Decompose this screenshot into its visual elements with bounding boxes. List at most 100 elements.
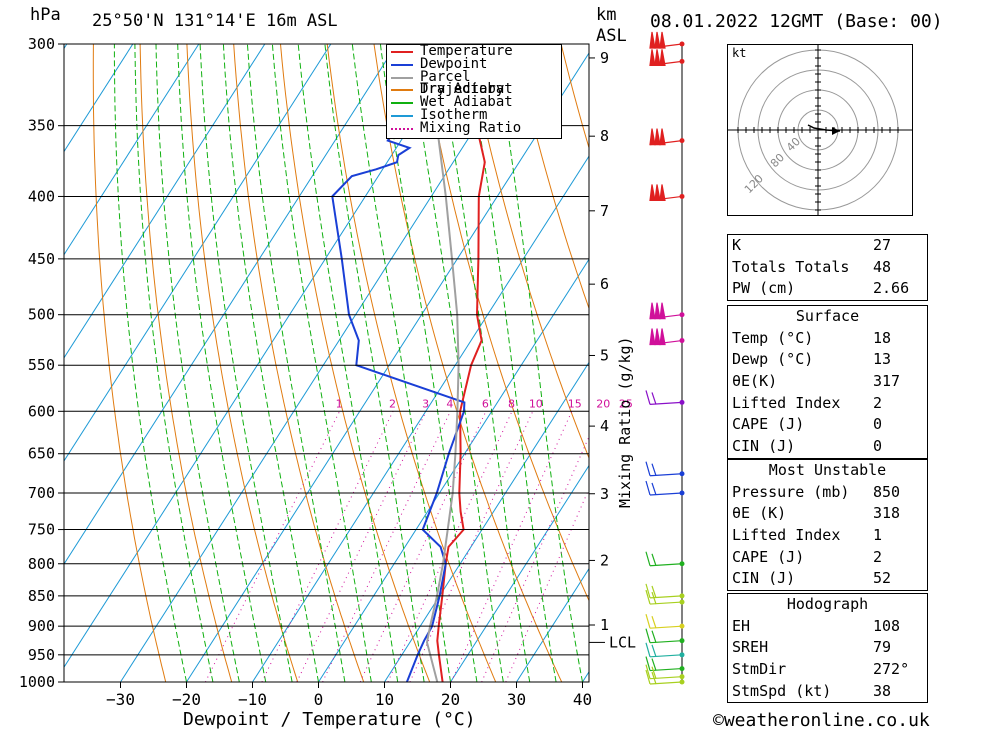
legend-item: Mixing Ratio bbox=[387, 121, 561, 135]
wind-barb bbox=[645, 664, 683, 680]
km-tick-label: 5 bbox=[600, 346, 609, 364]
location-title: 25°50'N 131°14'E 16m ASL bbox=[92, 11, 338, 31]
mixing-ratio-line bbox=[296, 411, 427, 682]
wind-barb-flag bbox=[654, 128, 661, 146]
pressure-tick-label: 500 bbox=[28, 306, 55, 324]
table-row: Lifted Index 1 bbox=[732, 526, 883, 545]
pressure-tick-label: 400 bbox=[28, 187, 55, 205]
plot-frame bbox=[63, 43, 590, 683]
wet-adiabat-line bbox=[437, 44, 531, 682]
km-tick-label: 8 bbox=[600, 127, 609, 145]
legend-swatch bbox=[391, 63, 413, 66]
dry-adiabat-line bbox=[513, 44, 589, 310]
wind-barb bbox=[649, 49, 683, 66]
legend-swatch bbox=[391, 102, 413, 105]
wind-barb-shaft bbox=[649, 601, 683, 605]
legend-item: Temperature bbox=[387, 43, 561, 59]
mixing-ratio-label: 10 bbox=[529, 397, 543, 410]
wet-adiabat-line bbox=[271, 44, 372, 682]
wind-barb-shaft bbox=[649, 640, 683, 644]
wet-adiabat-line bbox=[199, 44, 293, 682]
pressure-unit-label: hPa bbox=[30, 5, 61, 25]
dry-adiabat-line bbox=[420, 44, 589, 602]
wind-barb-shaft bbox=[649, 681, 683, 685]
mixing-ratio-label: 20 bbox=[596, 397, 610, 410]
wind-barb-shaft bbox=[649, 676, 683, 680]
mixing-ratio-label: 4 bbox=[446, 397, 453, 410]
legend-label: Wet Adiabat bbox=[420, 94, 513, 111]
wind-barb bbox=[645, 390, 683, 405]
wind-barb-feather bbox=[645, 642, 651, 657]
hodograph-unit-label: kt bbox=[732, 46, 747, 60]
isotherm-line bbox=[64, 44, 200, 256]
isotherm-line bbox=[120, 44, 530, 682]
pressure-tick-label: 300 bbox=[28, 35, 55, 53]
table-row: CIN (J) 52 bbox=[732, 569, 892, 588]
isotherm-line bbox=[186, 52, 589, 682]
copyright-link[interactable]: ©weatheronline.co.uk bbox=[713, 710, 930, 731]
legend-label: Dry Adiabat bbox=[420, 81, 513, 98]
wind-barb-flag bbox=[654, 49, 661, 66]
wind-barb-flag bbox=[649, 184, 656, 202]
hodograph-arrow bbox=[832, 127, 840, 135]
legend-swatch bbox=[391, 89, 413, 92]
legend-item: Dry Adiabat bbox=[387, 81, 561, 98]
dry-adiabat-line bbox=[139, 44, 233, 682]
wind-barb bbox=[649, 302, 683, 320]
wind-barb-shaft bbox=[649, 667, 683, 672]
surface-title: Surface bbox=[795, 307, 860, 325]
pressure-tick-label: 650 bbox=[28, 445, 55, 463]
wind-barb-feather bbox=[651, 463, 657, 476]
legend-label: Temperature bbox=[420, 43, 513, 59]
isotherm-line bbox=[64, 44, 266, 359]
dewpoint-curve bbox=[331, 44, 466, 682]
wind-barb-feather bbox=[645, 614, 651, 629]
legend-swatch bbox=[391, 51, 413, 53]
table-row: CIN (J) 0 bbox=[732, 437, 883, 456]
x-axis-label: Dewpoint / Temperature (°C) bbox=[183, 709, 476, 730]
temperature-tick-label: 20 bbox=[441, 690, 460, 709]
wet-adiabat-line bbox=[324, 44, 425, 682]
legend-label: Isotherm bbox=[420, 106, 488, 123]
chart-legend: Temperature Dewpoint Parcel Trajectory Dry … bbox=[386, 44, 562, 139]
wind-barb-feather bbox=[651, 666, 657, 679]
legend-item: Parcel Trajectory bbox=[387, 70, 561, 96]
isotherm-line bbox=[64, 44, 332, 462]
wind-barb bbox=[645, 583, 683, 599]
legend-item: Dewpoint bbox=[387, 57, 561, 71]
wind-barb-flag bbox=[649, 328, 656, 346]
wind-barb-feather bbox=[651, 553, 657, 566]
dry-adiabat-line bbox=[280, 44, 431, 682]
wind-barb-feather bbox=[645, 656, 651, 671]
wind-barb-feather bbox=[645, 480, 651, 496]
wind-barb-flag bbox=[654, 302, 661, 320]
index-row-totals: Totals Totals 48 bbox=[732, 257, 892, 276]
pressure-tick-label: 800 bbox=[28, 555, 55, 573]
table-row: EH 108 bbox=[732, 616, 901, 635]
pressure-tick-label: 450 bbox=[28, 250, 55, 268]
table-row: θE (K) 318 bbox=[732, 504, 901, 523]
pressure-tick-label: 600 bbox=[28, 402, 55, 420]
temperature-tick-label: 30 bbox=[507, 690, 526, 709]
mixing-ratio-label: 8 bbox=[508, 397, 515, 410]
temperature-curve bbox=[436, 44, 486, 682]
isotherm-line bbox=[318, 258, 589, 682]
table-row: SREH 79 bbox=[732, 638, 892, 657]
wind-barb-feather bbox=[651, 615, 657, 629]
mixing-ratio-axis-label: Mixing Ratio (g/kg) bbox=[616, 336, 634, 508]
temperature-tick-label: −30 bbox=[106, 690, 135, 709]
wind-barb bbox=[649, 328, 683, 346]
wet-adiabat-line bbox=[177, 44, 267, 682]
wind-barb-flag bbox=[659, 49, 666, 66]
wind-barb-flag bbox=[649, 49, 656, 66]
wind-barb-flag bbox=[649, 31, 656, 49]
wind-barb-shaft bbox=[649, 654, 683, 658]
mixing-ratio-line bbox=[450, 411, 573, 682]
legend-swatch bbox=[391, 76, 413, 79]
km-tick-label: 2 bbox=[600, 551, 609, 569]
km-tick-label: 1 bbox=[600, 616, 609, 634]
wind-barb bbox=[645, 614, 683, 629]
dry-adiabat-line bbox=[935, 44, 1000, 682]
wind-barb-feather bbox=[645, 583, 651, 599]
table-row: StmDir 272° bbox=[732, 660, 910, 679]
